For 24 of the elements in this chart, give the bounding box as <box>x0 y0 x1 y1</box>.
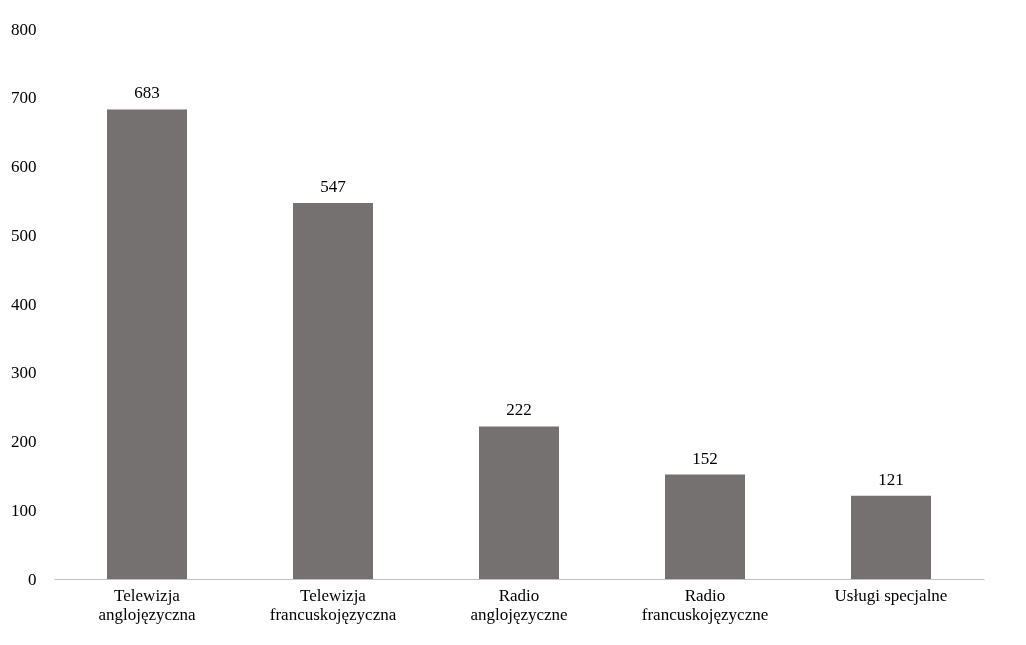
x-tick-label: Radio anglojęzyczne <box>470 585 568 624</box>
y-tick-label: 200 <box>11 432 37 451</box>
y-tick-label: 700 <box>11 88 37 108</box>
x-tick-label: Usługi specjalne <box>834 585 948 605</box>
y-tick-label: 100 <box>11 500 37 520</box>
bar <box>479 426 559 579</box>
bar <box>851 495 931 579</box>
y-tick-label: 500 <box>11 225 37 245</box>
data-label: 152 <box>692 448 718 468</box>
x-tick-label: Telewizja anglojęzyczna <box>98 585 197 624</box>
y-tick-label: 300 <box>11 363 37 383</box>
y-tick-label: 600 <box>11 157 37 176</box>
y-tick-label: 0 <box>28 569 37 589</box>
data-label: 121 <box>878 469 904 489</box>
data-label: 683 <box>134 83 160 103</box>
bar <box>107 109 187 579</box>
x-tick-label: Radio francuskojęzyczne <box>641 585 769 624</box>
bar <box>293 202 373 579</box>
data-label: 222 <box>506 400 532 420</box>
y-tick-label: 400 <box>11 294 37 314</box>
data-label: 547 <box>320 176 347 196</box>
x-tick-label: Telewizja francuskojęzyczna <box>269 585 397 624</box>
y-tick-label: 800 <box>11 19 37 39</box>
bar <box>665 474 745 579</box>
